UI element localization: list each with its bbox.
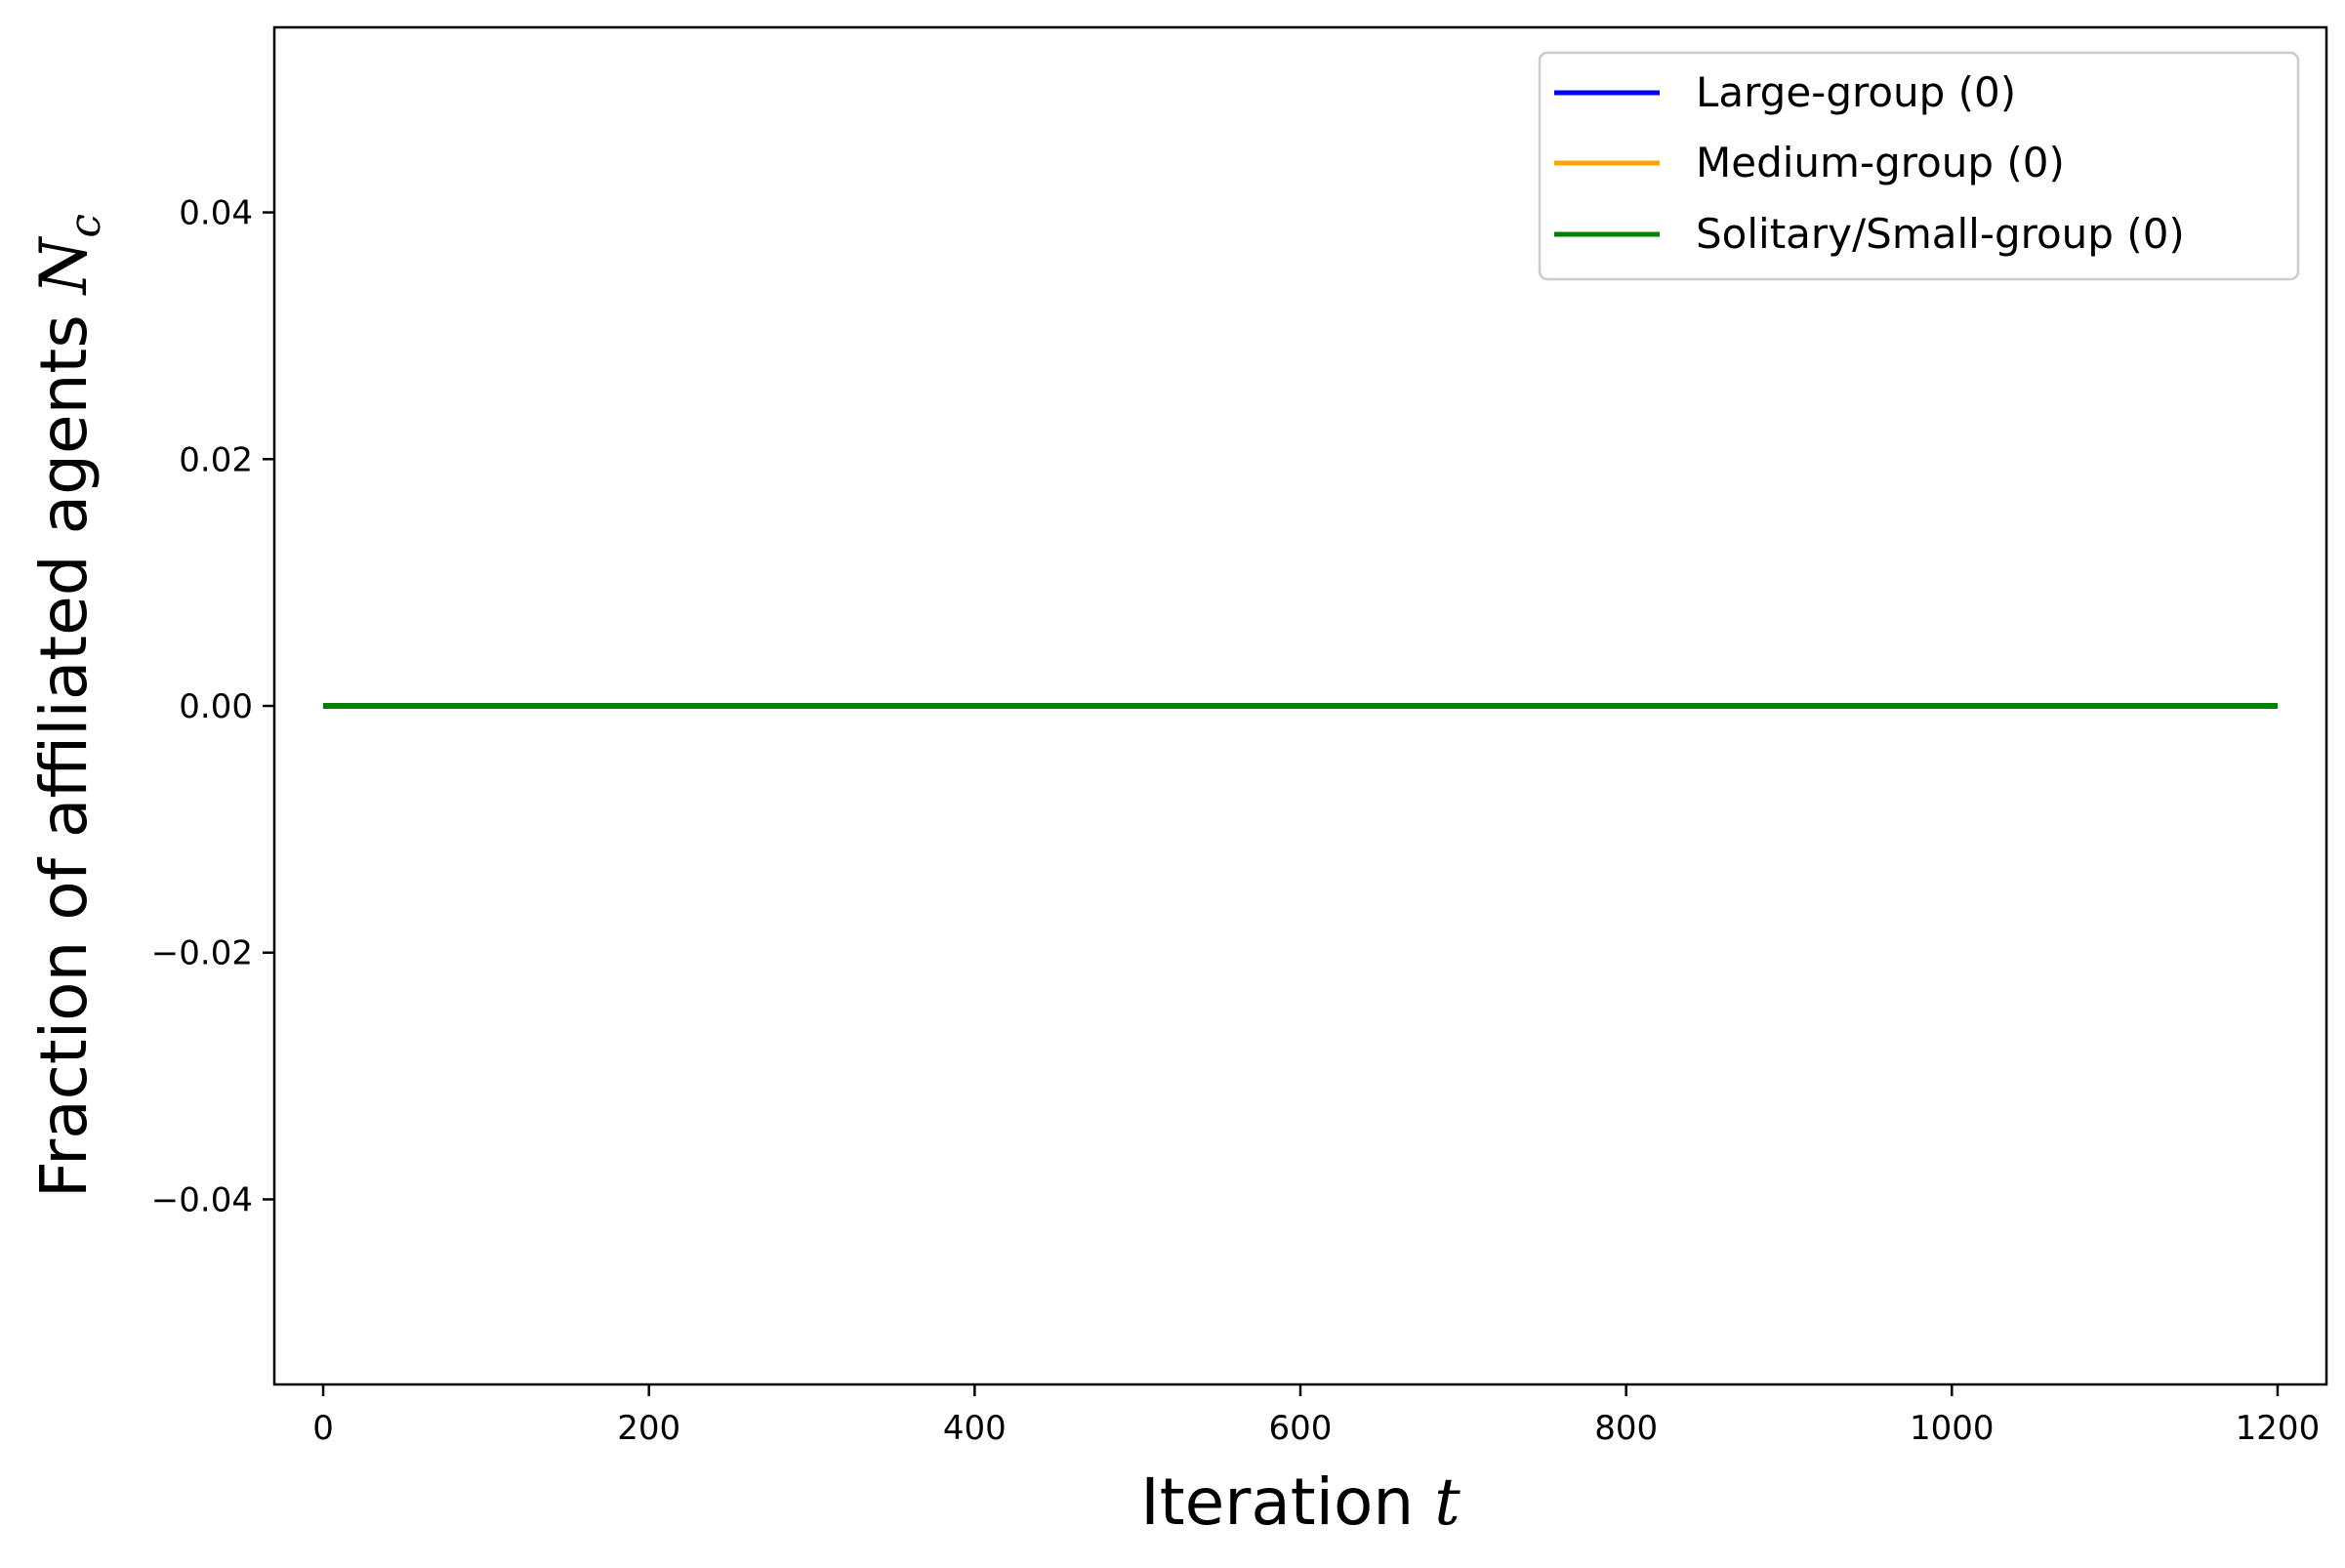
legend-box xyxy=(1538,51,2300,281)
y-tick-label: 0.02 xyxy=(179,440,253,479)
y-axis-symbol-subscript: c xyxy=(61,214,110,238)
y-axis-label: Fraction of affiliated agents Nc xyxy=(26,214,110,1198)
y-axis-label-text: Fraction of affiliated agents xyxy=(26,314,102,1198)
y-tick-label: 0.00 xyxy=(179,687,253,726)
x-axis-label: Iteration t xyxy=(1140,1465,1460,1540)
x-tick-label: 200 xyxy=(617,1409,680,1448)
y-tick-label: 0.04 xyxy=(179,194,253,233)
x-tick-label: 1200 xyxy=(2236,1409,2321,1448)
legend-label-large-group: Large-group (0) xyxy=(1696,68,2016,116)
x-tick-label: 400 xyxy=(943,1409,1007,1448)
x-tick-label: 600 xyxy=(1269,1409,1333,1448)
x-tick-label: 1000 xyxy=(1910,1409,1995,1448)
legend-label-medium-group: Medium-group (0) xyxy=(1696,139,2065,186)
x-axis-label-text: Iteration xyxy=(1140,1465,1414,1540)
y-axis-ticks: −0.04 −0.02 0.00 0.02 0.04 xyxy=(151,194,274,1219)
y-tick-label: −0.04 xyxy=(151,1180,253,1219)
y-axis-symbol: N xyxy=(26,235,102,296)
legend: Large-group (0) Medium-group (0) Solitar… xyxy=(1538,51,2300,281)
y-tick-label: −0.02 xyxy=(151,934,253,973)
x-tick-label: 0 xyxy=(312,1409,334,1448)
legend-label-solitary-small-group: Solitary/Small-group (0) xyxy=(1696,210,2185,258)
x-axis-symbol: t xyxy=(1434,1465,1460,1540)
x-axis-ticks: 0 200 400 600 800 1000 1200 xyxy=(312,1384,2320,1448)
x-tick-label: 800 xyxy=(1594,1409,1658,1448)
